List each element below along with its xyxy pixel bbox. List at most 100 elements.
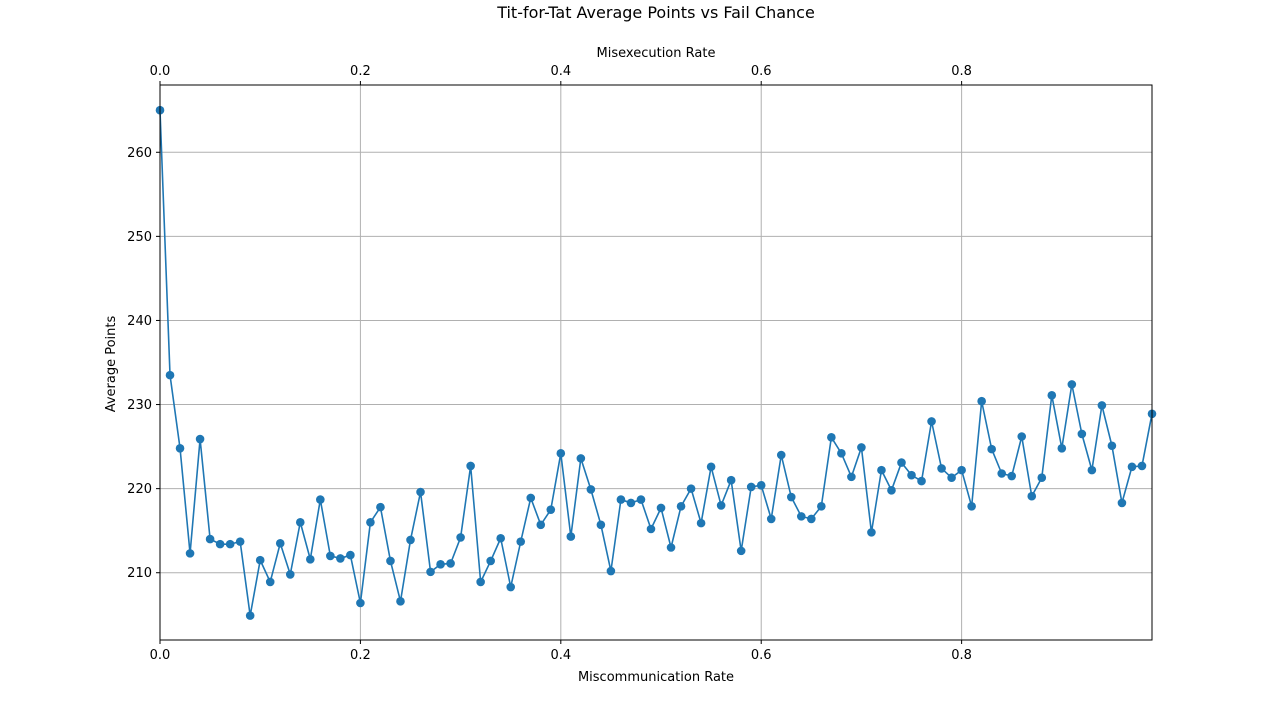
data-point [616, 495, 626, 504]
data-point [316, 495, 325, 504]
data-point [686, 484, 696, 493]
data-point [195, 434, 205, 444]
axis-ticks: 0.0 0.0 0.2 0.2 0.4 0.4 0.6 0.6 0.8 0.8 210 220 230 2… [127, 64, 972, 663]
data-point [576, 454, 586, 463]
data-point [776, 450, 786, 460]
data-point [1067, 380, 1077, 389]
data-point [396, 597, 405, 606]
data-point [1077, 429, 1087, 439]
data-point [887, 486, 896, 495]
x-top-tick-label: 0.6 [751, 64, 772, 79]
data-point [726, 475, 736, 485]
data-point [215, 539, 225, 549]
y-tick-label: 260 [127, 146, 152, 161]
data-point [706, 462, 716, 472]
data-point [997, 469, 1006, 478]
data-point [265, 577, 275, 587]
data-point [696, 518, 706, 528]
data-point [596, 520, 606, 530]
x-top-tick-label: 0.4 [550, 64, 571, 79]
data-point [947, 473, 956, 483]
data-point [766, 514, 776, 524]
data-point [1017, 432, 1027, 441]
data-point [446, 559, 455, 568]
x-tick-label: 0.6 [751, 648, 772, 663]
data-point [796, 512, 806, 521]
data-point [746, 482, 756, 492]
x-tick-label: 0.2 [350, 648, 371, 663]
data-point [606, 566, 616, 576]
data-point [556, 449, 566, 458]
data-point [456, 533, 465, 542]
series-line [159, 110, 1153, 617]
y-tick-label: 240 [127, 314, 152, 329]
data-point [817, 501, 826, 511]
data-point [827, 433, 836, 442]
data-point [636, 495, 646, 504]
data-point [837, 449, 846, 458]
data-point [1027, 491, 1037, 501]
data-point [466, 461, 475, 471]
data-point [165, 370, 175, 380]
data-point [1037, 473, 1047, 483]
data-point [756, 480, 766, 490]
data-point [847, 472, 856, 482]
data-point [536, 520, 546, 530]
y-tick-label: 220 [127, 482, 152, 497]
data-point [1057, 443, 1067, 453]
x-tick-label: 0.0 [150, 648, 171, 663]
data-point [937, 464, 946, 473]
y-tick-label: 210 [127, 566, 152, 581]
data-point [406, 535, 415, 545]
data-point [1117, 498, 1127, 508]
data-point [386, 556, 395, 566]
data-point [235, 537, 245, 546]
y-axis-title: Average Points [104, 315, 119, 412]
data-point [476, 577, 485, 587]
data-point [626, 498, 636, 508]
data-point [1087, 465, 1097, 475]
data-point [426, 567, 435, 577]
data-point [205, 534, 215, 544]
grid [159, 85, 1152, 640]
data-point [225, 539, 235, 549]
data-point [907, 470, 916, 480]
data-point [586, 485, 596, 494]
data-point [736, 546, 746, 556]
data-point [416, 487, 425, 497]
data-point [436, 560, 445, 569]
data-point [526, 493, 536, 503]
data-point [1107, 441, 1117, 451]
data-point [977, 396, 986, 406]
x-axis-title: Miscommunication Rate [578, 670, 734, 685]
y-tick-label: 250 [127, 230, 152, 245]
data-point [1127, 462, 1137, 472]
data-point [275, 538, 285, 548]
plot-frame [159, 84, 1153, 641]
data-point [376, 502, 385, 512]
data-point [877, 465, 886, 475]
x-tick-label: 0.4 [550, 648, 571, 663]
data-point [566, 532, 576, 541]
data-point [867, 528, 876, 537]
data-point [546, 505, 556, 514]
data-point [1007, 471, 1017, 481]
data-point [666, 543, 676, 552]
data-point [917, 476, 926, 486]
data-point [897, 458, 906, 467]
data-series [155, 105, 1157, 620]
data-point [245, 611, 255, 620]
x-tick-label: 0.8 [951, 648, 972, 663]
data-point [516, 537, 526, 546]
data-point [857, 443, 866, 452]
data-point [496, 533, 505, 543]
x-top-tick-label: 0.0 [150, 64, 171, 79]
data-point [336, 554, 345, 563]
data-point [1137, 461, 1147, 471]
x-top-tick-label: 0.2 [350, 64, 371, 79]
data-point [807, 514, 816, 524]
data-point [326, 551, 335, 561]
data-point [346, 550, 355, 560]
chart-title: Tit-for-Tat Average Points vs Fail Chanc… [496, 3, 815, 22]
